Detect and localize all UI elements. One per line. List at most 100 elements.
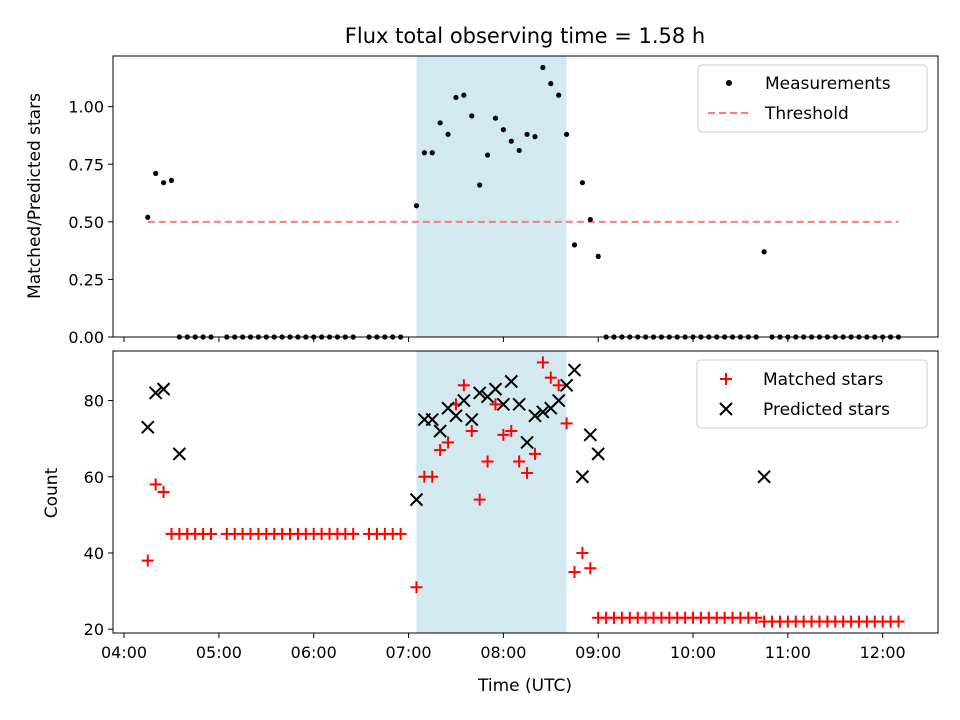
predicted-stars-point bbox=[141, 420, 155, 434]
measurement-point bbox=[477, 182, 483, 188]
legend-measurements-label: Measurements bbox=[765, 74, 891, 94]
measurement-point bbox=[761, 249, 767, 255]
matched-stars-point bbox=[442, 436, 455, 449]
matched-stars-point bbox=[750, 611, 763, 624]
matched-stars-point bbox=[141, 554, 154, 567]
x-axis-label: Time (UTC) bbox=[477, 676, 572, 696]
predicted-stars-point bbox=[536, 405, 550, 419]
predicted-stars-point bbox=[433, 424, 447, 438]
legend-matched-marker bbox=[720, 373, 732, 385]
matched-stars-point bbox=[536, 356, 549, 369]
predicted-stars-point bbox=[551, 393, 566, 408]
x-tick-label: 05:00 bbox=[196, 643, 242, 662]
measurement-point bbox=[421, 150, 427, 156]
top-panel-frame bbox=[112, 55, 939, 338]
predicted-stars-point bbox=[504, 374, 518, 389]
measurement-point bbox=[145, 214, 151, 220]
predicted-stars-point bbox=[528, 409, 542, 423]
matched-stars-point bbox=[347, 527, 360, 540]
measurement-point bbox=[579, 180, 585, 186]
measurement-point bbox=[469, 113, 475, 119]
y-tick-label: 0.00 bbox=[68, 328, 104, 347]
predicted-stars-point bbox=[465, 412, 479, 427]
measurement-point bbox=[492, 115, 499, 121]
legend-matched-label: Matched stars bbox=[763, 370, 883, 390]
matched-stars-point bbox=[892, 615, 905, 628]
matched-stars-point bbox=[513, 455, 526, 468]
bottom-y-axis-label: Count bbox=[42, 467, 62, 518]
bottom-legend: Matched stars Predicted stars bbox=[696, 359, 928, 429]
measurement-point bbox=[508, 138, 514, 144]
predicted-stars-point bbox=[520, 435, 534, 450]
matched-stars-point bbox=[457, 379, 470, 392]
matched-stars-point bbox=[434, 444, 447, 457]
bottom-panel-frame bbox=[112, 350, 939, 634]
measurement-point bbox=[453, 94, 459, 101]
y-tick-label: 0.75 bbox=[68, 155, 104, 174]
measurement-point bbox=[563, 131, 570, 137]
bottom-legend-box bbox=[696, 359, 928, 429]
measurement-point bbox=[595, 253, 601, 259]
matched-stars-point bbox=[473, 493, 486, 506]
legend-threshold-label: Threshold bbox=[764, 104, 849, 124]
matched-stars-point bbox=[481, 455, 494, 468]
legend-predicted-marker bbox=[719, 402, 733, 416]
measurement-point bbox=[168, 177, 175, 183]
matched-stars-point bbox=[149, 478, 162, 491]
matched-stars-point bbox=[544, 371, 557, 384]
x-tick-label: 04:00 bbox=[101, 643, 147, 662]
y-tick-label: 20 bbox=[84, 620, 104, 639]
predicted-stars-point bbox=[156, 382, 171, 396]
shaded-span bbox=[416, 351, 567, 633]
x-tick-label: 10:00 bbox=[670, 643, 716, 662]
x-tick-label: 12:00 bbox=[860, 643, 906, 662]
predicted-stars-point bbox=[496, 397, 511, 412]
matched-stars-point bbox=[497, 428, 510, 441]
x-tick-label: 09:00 bbox=[575, 643, 621, 662]
legend-predicted-label: Predicted stars bbox=[763, 400, 890, 420]
bottom-panel: 04:00 05:00 06:00 07:00 08:00 09:00 10:00 11:00… bbox=[42, 350, 939, 662]
top-legend-box bbox=[697, 64, 928, 133]
predicted-stars-point bbox=[172, 447, 187, 461]
x-tick-label: 07:00 bbox=[385, 643, 431, 662]
x-tick-label: 06:00 bbox=[291, 643, 337, 662]
predicted-stars-point bbox=[148, 386, 163, 400]
matched-stars-point bbox=[426, 470, 439, 483]
matched-stars-point bbox=[505, 425, 518, 438]
measurement-point bbox=[556, 92, 562, 98]
measurement-point bbox=[413, 203, 420, 209]
predicted-stars-point bbox=[567, 363, 582, 377]
measurement-point bbox=[461, 92, 467, 98]
measurement-point bbox=[532, 134, 538, 140]
measurement-point bbox=[445, 131, 451, 137]
matched-stars-point bbox=[584, 562, 597, 575]
matched-stars-point bbox=[528, 447, 541, 460]
y-tick-label: 1.00 bbox=[68, 98, 104, 117]
y-tick-label: 0.50 bbox=[68, 213, 104, 232]
predicted-stars-point bbox=[575, 470, 590, 484]
measurement-point bbox=[500, 127, 506, 133]
matched-stars-point bbox=[394, 527, 407, 540]
matched-stars-point bbox=[521, 466, 534, 479]
legend-measurements-marker bbox=[726, 80, 732, 86]
measurement-point bbox=[548, 81, 554, 87]
predicted-stars-point bbox=[512, 397, 526, 412]
chart-title: Flux total observing time = 1.58 h bbox=[345, 24, 705, 48]
predicted-stars-point bbox=[559, 378, 574, 393]
measurement-point bbox=[160, 180, 167, 186]
matched-stars-point bbox=[489, 398, 502, 411]
x-tick-label: 11:00 bbox=[765, 643, 811, 662]
predicted-stars-point bbox=[425, 412, 439, 427]
measurement-point bbox=[524, 131, 530, 137]
matched-stars-point bbox=[552, 379, 565, 392]
shaded-span bbox=[416, 56, 567, 337]
matched-stars-point bbox=[157, 486, 170, 498]
predicted-stars-point bbox=[591, 447, 605, 461]
matched-stars-point bbox=[568, 566, 581, 579]
measurement-point bbox=[429, 150, 435, 156]
top-y-axis-label: Matched/Predicted stars bbox=[25, 93, 45, 299]
predicted-stars-point bbox=[457, 393, 471, 408]
predicted-stars-point bbox=[409, 492, 424, 507]
predicted-stars-point bbox=[449, 409, 463, 423]
measurement-point bbox=[571, 242, 578, 248]
